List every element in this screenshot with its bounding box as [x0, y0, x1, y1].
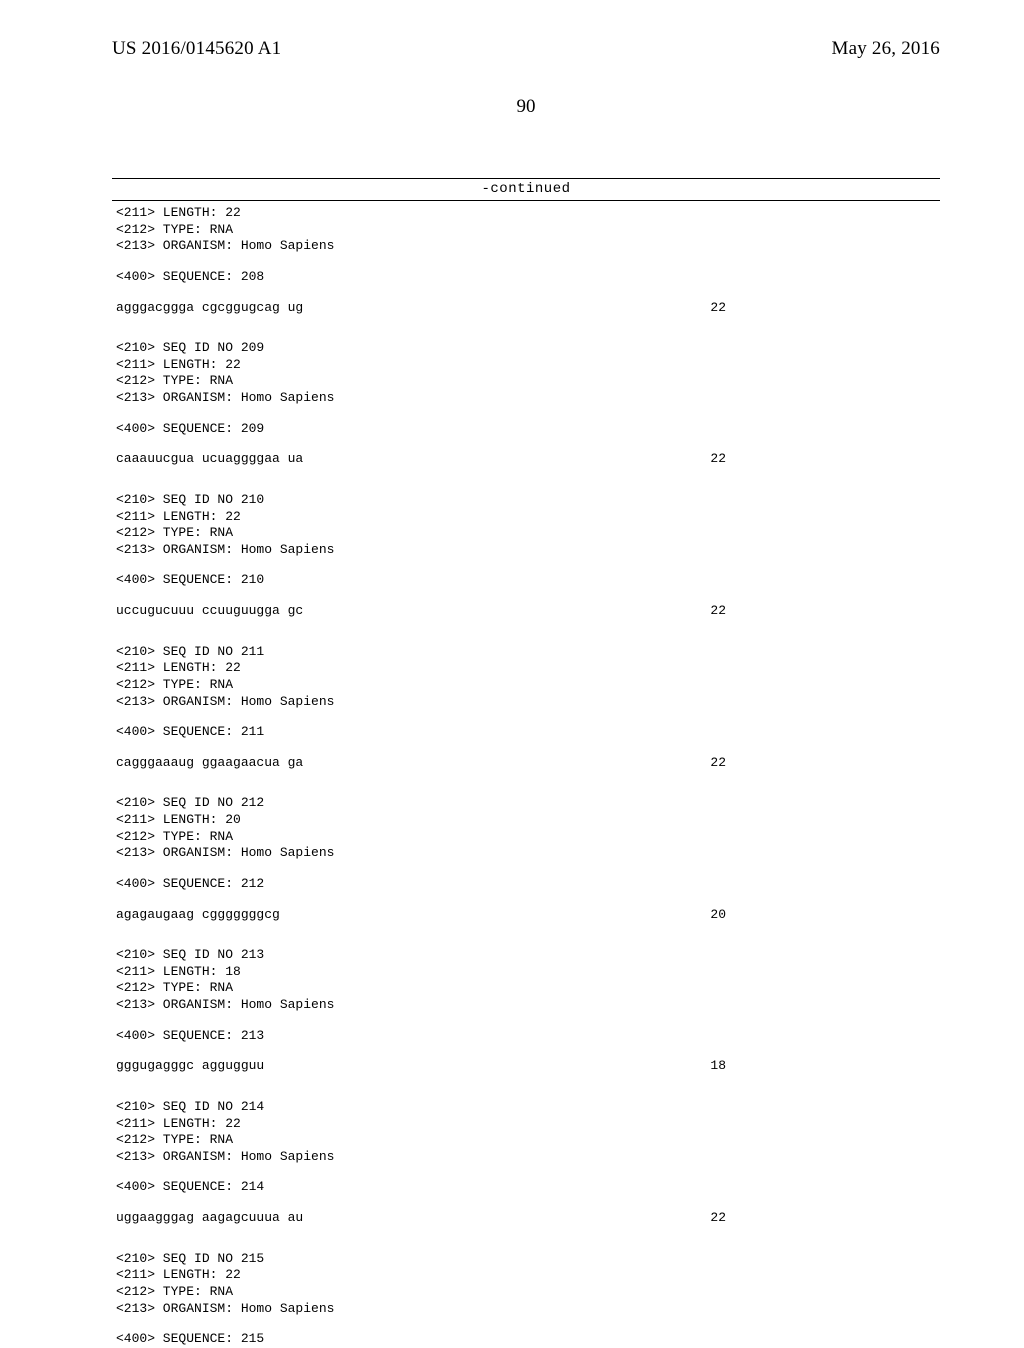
listing-line: <213> ORGANISM: Homo Sapiens — [112, 542, 940, 559]
sequence-length: 18 — [710, 1058, 936, 1075]
listing-line: <400> SEQUENCE: 211 — [112, 724, 940, 741]
listing-line: <400> SEQUENCE: 210 — [112, 572, 940, 589]
listing-line: <211> LENGTH: 22 — [112, 660, 940, 677]
sequence-length: 22 — [710, 603, 936, 620]
sequence-text: uggaagggag aagagcuuua au — [116, 1210, 303, 1227]
sequence-listing: <211> LENGTH: 22<212> TYPE: RNA<213> ORG… — [112, 201, 940, 1348]
sequence-row: gggugagggc aggugguu 18 — [112, 1058, 940, 1075]
spacer — [112, 1317, 940, 1331]
listing-line: <212> TYPE: RNA — [112, 677, 940, 694]
spacer — [112, 316, 940, 340]
spacer — [112, 558, 940, 572]
listing-line: <213> ORGANISM: Homo Sapiens — [112, 997, 940, 1014]
listing-line: <400> SEQUENCE: 214 — [112, 1179, 940, 1196]
page-number: 90 — [112, 96, 940, 118]
listing-line: <210> SEQ ID NO 212 — [112, 795, 940, 812]
listing-line: <213> ORGANISM: Homo Sapiens — [112, 845, 940, 862]
listing-line: <213> ORGANISM: Homo Sapiens — [112, 1149, 940, 1166]
spacer — [112, 710, 940, 724]
listing-line: <210> SEQ ID NO 214 — [112, 1099, 940, 1116]
spacer — [112, 468, 940, 492]
spacer — [112, 1196, 940, 1210]
listing-line: <400> SEQUENCE: 215 — [112, 1331, 940, 1348]
listing-line: <212> TYPE: RNA — [112, 525, 940, 542]
spacer — [112, 893, 940, 907]
listing-line: <212> TYPE: RNA — [112, 980, 940, 997]
spacer — [112, 286, 940, 300]
listing-line: <400> SEQUENCE: 208 — [112, 269, 940, 286]
listing-line: <211> LENGTH: 22 — [112, 509, 940, 526]
spacer — [112, 862, 940, 876]
listing-line: <400> SEQUENCE: 212 — [112, 876, 940, 893]
listing-line: <210> SEQ ID NO 210 — [112, 492, 940, 509]
listing-line: <212> TYPE: RNA — [112, 1284, 940, 1301]
sequence-length: 22 — [710, 451, 936, 468]
listing-line: <211> LENGTH: 18 — [112, 964, 940, 981]
listing-line: <213> ORGANISM: Homo Sapiens — [112, 238, 940, 255]
spacer — [112, 1165, 940, 1179]
page-header: US 2016/0145620 A1 May 26, 2016 — [112, 38, 940, 60]
spacer — [112, 437, 940, 451]
listing-line: <212> TYPE: RNA — [112, 373, 940, 390]
sequence-text: agggacggga cgcggugcag ug — [116, 300, 303, 317]
sequence-text: gggugagggc aggugguu — [116, 1058, 264, 1075]
sequence-text: agagaugaag cgggggggcg — [116, 907, 280, 924]
spacer — [112, 923, 940, 947]
sequence-row: uccugucuuu ccuuguugga gc 22 — [112, 603, 940, 620]
publication-date: May 26, 2016 — [832, 38, 940, 60]
sequence-text: caaauucgua ucuaggggaa ua — [116, 451, 303, 468]
listing-line: <213> ORGANISM: Homo Sapiens — [112, 694, 940, 711]
listing-line: <210> SEQ ID NO 209 — [112, 340, 940, 357]
sequence-length: 20 — [710, 907, 936, 924]
sequence-length: 22 — [710, 300, 936, 317]
sequence-listing-container: -continued <211> LENGTH: 22<212> TYPE: R… — [112, 178, 940, 1348]
sequence-length: 22 — [710, 1210, 936, 1227]
sequence-row: cagggaaaug ggaagaacua ga 22 — [112, 755, 940, 772]
sequence-row: caaauucgua ucuaggggaa ua 22 — [112, 451, 940, 468]
listing-line: <211> LENGTH: 22 — [112, 205, 940, 222]
sequence-row: uggaagggag aagagcuuua au 22 — [112, 1210, 940, 1227]
listing-line: <213> ORGANISM: Homo Sapiens — [112, 390, 940, 407]
spacer — [112, 1075, 940, 1099]
listing-line: <211> LENGTH: 20 — [112, 812, 940, 829]
spacer — [112, 407, 940, 421]
spacer — [112, 1044, 940, 1058]
listing-line: <212> TYPE: RNA — [112, 1132, 940, 1149]
sequence-text: cagggaaaug ggaagaacua ga — [116, 755, 303, 772]
listing-line: <400> SEQUENCE: 209 — [112, 421, 940, 438]
spacer — [112, 771, 940, 795]
listing-line: <211> LENGTH: 22 — [112, 1116, 940, 1133]
sequence-length: 22 — [710, 755, 936, 772]
listing-line: <210> SEQ ID NO 213 — [112, 947, 940, 964]
continued-label: -continued — [112, 179, 940, 200]
sequence-text: uccugucuuu ccuuguugga gc — [116, 603, 303, 620]
publication-number: US 2016/0145620 A1 — [112, 38, 281, 60]
sequence-row: agagaugaag cgggggggcg 20 — [112, 907, 940, 924]
listing-line: <210> SEQ ID NO 215 — [112, 1251, 940, 1268]
spacer — [112, 255, 940, 269]
listing-line: <211> LENGTH: 22 — [112, 357, 940, 374]
listing-line: <400> SEQUENCE: 213 — [112, 1028, 940, 1045]
spacer — [112, 589, 940, 603]
sequence-row: agggacggga cgcggugcag ug 22 — [112, 300, 940, 317]
spacer — [112, 1227, 940, 1251]
spacer — [112, 1014, 940, 1028]
listing-line: <213> ORGANISM: Homo Sapiens — [112, 1301, 940, 1318]
listing-line: <210> SEQ ID NO 211 — [112, 644, 940, 661]
page: US 2016/0145620 A1 May 26, 2016 90 -cont… — [0, 0, 1024, 1320]
listing-line: <212> TYPE: RNA — [112, 829, 940, 846]
spacer — [112, 741, 940, 755]
spacer — [112, 620, 940, 644]
listing-line: <212> TYPE: RNA — [112, 222, 940, 239]
listing-line: <211> LENGTH: 22 — [112, 1267, 940, 1284]
